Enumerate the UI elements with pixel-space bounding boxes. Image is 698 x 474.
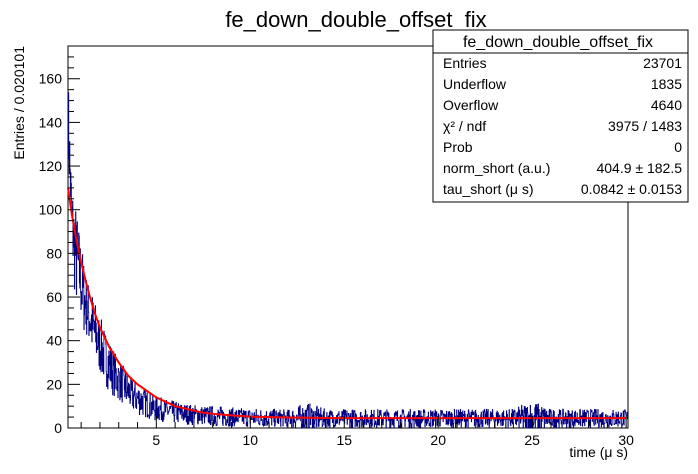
y-tick-label: 60: [46, 289, 62, 305]
stats-row-label: Overflow: [443, 97, 499, 113]
y-tick-label: 20: [46, 376, 62, 392]
stats-row-label: Entries: [443, 55, 487, 71]
stats-box-frame: [432, 29, 689, 203]
y-axis-title: Entries / 0.020101: [11, 46, 27, 160]
x-axis: 5 10 15 20 25 30: [80, 416, 634, 448]
x-tick-label: 20: [430, 432, 446, 448]
stats-row-value: 0: [674, 139, 682, 155]
y-tick-label: 140: [39, 114, 63, 130]
x-tick-label: 25: [524, 432, 540, 448]
stats-row-value: 4640: [651, 97, 682, 113]
stats-row-label: χ² / ndf: [443, 118, 486, 134]
y-tick-label: 100: [39, 202, 63, 218]
chart-title: fe_down_double_offset_fix: [225, 7, 486, 32]
stats-row-value: 23701: [643, 55, 682, 71]
y-tick-label: 120: [39, 158, 63, 174]
y-tick-label: 80: [46, 245, 62, 261]
x-tick-label: 15: [336, 432, 352, 448]
y-tick-label: 160: [39, 71, 63, 87]
plot-frame: [67, 45, 629, 429]
stats-row-label: norm_short (a.u.): [443, 160, 550, 176]
y-axis: 0 20 40 60 80 100 120 140 160: [39, 56, 80, 436]
stats-row-value: 0.0842 ± 0.0153: [581, 181, 682, 197]
y-tick-label: 0: [54, 420, 62, 436]
histogram-layer: [67, 92, 629, 429]
stats-box-title: fe_down_double_offset_fix: [463, 34, 653, 51]
x-tick-label: 30: [618, 432, 634, 448]
stats-row-value: 404.9 ± 182.5: [596, 160, 682, 176]
x-axis-title: time (μ s): [569, 444, 628, 460]
stats-row-label: Prob: [443, 139, 473, 155]
fit-curve: [67, 187, 627, 420]
stats-row-value: 3975 / 1483: [608, 118, 682, 134]
histogram-line: [67, 92, 629, 429]
y-tick-label: 40: [46, 333, 62, 349]
stats-row-label: Underflow: [443, 76, 507, 92]
x-tick-label: 10: [242, 432, 258, 448]
x-tick-label: 5: [152, 432, 160, 448]
stats-row-value: 1835: [651, 76, 682, 92]
stats-row-label: tau_short (μ s): [443, 181, 534, 197]
stats-box: fe_down_double_offset_fix Entries 23701 Un…: [432, 29, 689, 203]
fit-layer: [67, 187, 627, 420]
